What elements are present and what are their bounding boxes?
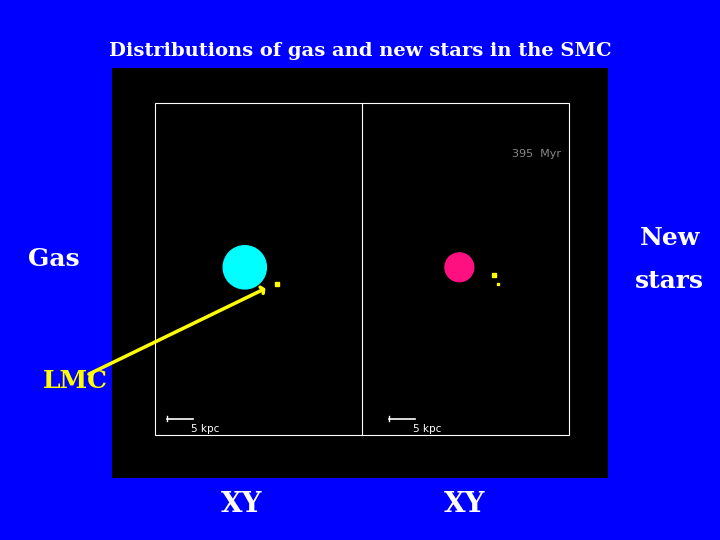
Text: Distributions of gas and new stars in the SMC: Distributions of gas and new stars in th… <box>109 42 611 60</box>
Text: XY: XY <box>220 491 262 518</box>
Ellipse shape <box>445 253 474 282</box>
Text: New: New <box>639 226 700 249</box>
Ellipse shape <box>223 246 266 289</box>
Bar <box>155 103 569 435</box>
Text: XY: XY <box>444 491 485 518</box>
Text: stars: stars <box>635 269 704 293</box>
Text: 395  Myr: 395 Myr <box>512 149 561 159</box>
Text: LMC: LMC <box>43 369 108 393</box>
Text: Gas: Gas <box>28 247 80 271</box>
Text: 5 kpc: 5 kpc <box>413 424 441 434</box>
Bar <box>112 68 608 478</box>
Text: 5 kpc: 5 kpc <box>191 424 219 434</box>
